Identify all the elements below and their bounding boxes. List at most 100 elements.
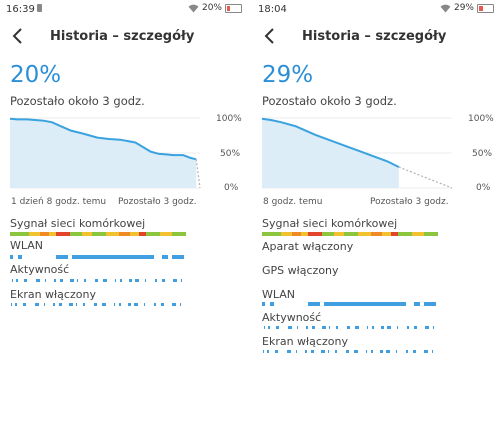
bar-segment (334, 232, 344, 236)
bar-segment (16, 232, 29, 236)
lock-icon (37, 4, 42, 12)
bar-segment (281, 232, 292, 236)
bar-segment (268, 326, 270, 329)
bar-segment (406, 350, 408, 353)
remaining-time: Pozostało około 3 godz. (262, 94, 397, 108)
bar-segment (172, 303, 176, 306)
bar-segment (434, 232, 438, 236)
bar-segment (144, 303, 145, 306)
bar-segment (371, 350, 373, 353)
bar-segment (172, 232, 182, 236)
activity-bar (10, 279, 186, 282)
screen-bar (262, 350, 438, 353)
y-tick-label: 50% (472, 149, 493, 159)
x-start-label: 8 godz. temu (263, 197, 323, 207)
bar-segment (322, 326, 326, 329)
bar-segment (432, 350, 433, 353)
bar-segment (387, 326, 391, 329)
bar-segment (263, 350, 264, 353)
bar-segment (72, 255, 154, 259)
back-arrow-icon[interactable] (262, 26, 278, 46)
bar-segment (425, 326, 429, 329)
y-tick-label: 50% (220, 149, 241, 159)
status-battery-percent: 29% (453, 3, 474, 13)
bar-segment (40, 232, 49, 236)
bar-segment (102, 303, 106, 306)
bar-segment (329, 326, 330, 329)
status-bar: 18:04 29% (252, 0, 500, 20)
bar-segment (146, 232, 160, 236)
row-label-screen: Ekran włączony (10, 288, 96, 301)
bar-segment (100, 232, 106, 236)
activity-bar (262, 326, 438, 329)
projection-line (195, 159, 201, 189)
bar-segment (424, 302, 436, 306)
bar-segment (352, 232, 358, 236)
battery-percent: 20% (10, 62, 62, 88)
bar-segment (180, 303, 181, 306)
bar-segment (56, 232, 70, 236)
bar-segment (262, 302, 265, 306)
bar-segment (335, 350, 337, 353)
bar-segment (119, 232, 130, 236)
bar-segment (120, 279, 122, 282)
bar-segment (296, 350, 297, 353)
y-tick-label: 100% (468, 114, 494, 124)
battery-level-line (261, 117, 400, 168)
bar-segment (312, 326, 315, 329)
bar-segment (162, 279, 165, 282)
bar-segment (95, 279, 98, 282)
status-battery-percent: 20% (201, 3, 222, 13)
battery-area (10, 118, 197, 188)
bar-segment (54, 279, 56, 282)
bar-segment (18, 255, 22, 259)
bar-segment (424, 350, 428, 353)
bar-segment (135, 279, 139, 282)
bar-segment (347, 326, 350, 329)
row-label-activity: Aktywność (262, 311, 322, 324)
bar-segment (354, 350, 358, 353)
y-tick-label: 0% (224, 183, 239, 193)
bar-segment (69, 303, 73, 306)
row-label-camera: Aparat włączony (262, 240, 354, 253)
signal-bar (262, 232, 438, 236)
signal-bar (10, 232, 186, 236)
status-time: 18:04 (258, 4, 287, 15)
projection-line (398, 166, 453, 189)
row-label-signal: Sygnał sieci komórkowej (10, 217, 146, 230)
bar-segment (276, 326, 279, 329)
status-bar: 16:39 20% (0, 0, 248, 20)
y-tick-label: 100% (216, 114, 242, 124)
bar-segment (10, 255, 13, 259)
bar-segment (103, 279, 107, 282)
bar-segment (145, 279, 146, 282)
bar-segment (182, 232, 186, 236)
bar-segment (94, 303, 97, 306)
bar-segment (11, 303, 12, 306)
bar-segment (35, 303, 39, 306)
bar-segment (433, 326, 434, 329)
bar-segment (155, 279, 157, 282)
back-arrow-icon[interactable] (10, 26, 26, 46)
bar-segment (412, 232, 424, 236)
bar-segment (10, 232, 16, 236)
bar-segment (106, 232, 119, 236)
x-end-label: Pozostało 3 godz. (118, 197, 197, 207)
bar-segment (380, 350, 383, 353)
bar-segment (56, 255, 68, 259)
bar-segment (181, 279, 182, 282)
bar-segment (24, 279, 27, 282)
bar-segment (29, 232, 40, 236)
bar-segment (311, 350, 314, 353)
bar-segment (306, 326, 308, 329)
bar-segment (92, 232, 100, 236)
wifi-icon (188, 4, 199, 13)
bar-segment (12, 279, 13, 282)
bar-segment (414, 302, 420, 306)
bar-segment (84, 279, 86, 282)
battery-area (262, 118, 399, 188)
bar-segment (45, 279, 46, 282)
bar-segment (355, 326, 359, 329)
battery-chart (9, 117, 201, 189)
row-label-wlan: WLAN (10, 239, 44, 252)
